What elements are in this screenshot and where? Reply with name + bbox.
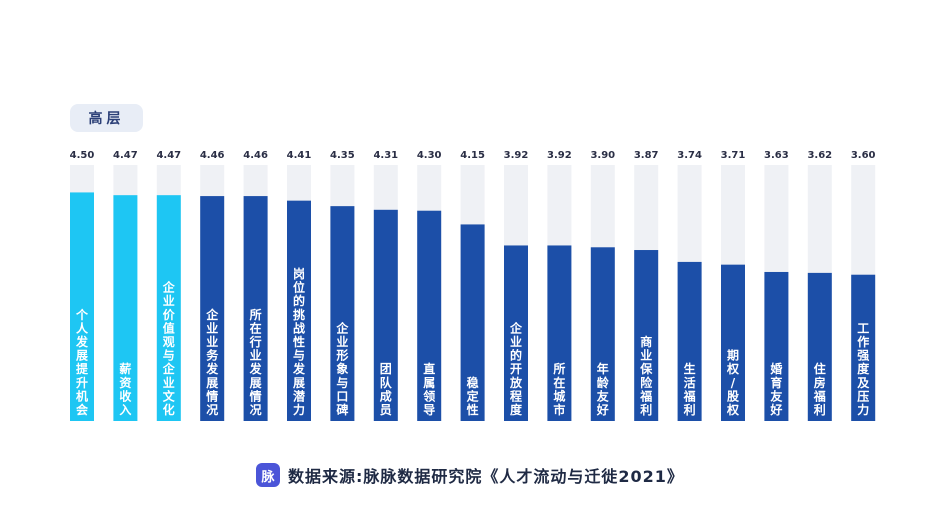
bar — [460, 224, 485, 421]
value-label: 3.62 — [807, 150, 832, 161]
bar — [417, 210, 442, 421]
bar — [764, 271, 789, 421]
value-label: 3.71 — [721, 150, 746, 161]
category-label: 年龄友好 — [596, 361, 610, 417]
category-label: 企业业务发展情况 — [205, 307, 219, 417]
category-label: 生活福利 — [683, 361, 696, 417]
value-label: 4.46 — [243, 150, 268, 161]
value-label: 4.41 — [287, 150, 312, 161]
bar — [590, 247, 615, 421]
value-label: 4.50 — [70, 150, 95, 161]
value-label: 3.92 — [547, 150, 572, 161]
category-label: 婚育友好 — [769, 361, 782, 417]
bar — [634, 250, 659, 421]
bar — [677, 261, 702, 421]
category-label: 工作强度及压力 — [857, 321, 870, 417]
value-label: 3.87 — [634, 150, 659, 161]
value-label: 3.74 — [677, 150, 702, 161]
category-label: 企业价值观与企业文化 — [162, 280, 176, 417]
value-label: 4.15 — [460, 150, 485, 161]
category-label: 企业的开放程度 — [509, 320, 523, 417]
category-label: 商业保险福利 — [639, 334, 653, 417]
bar — [851, 274, 876, 421]
category-label: 团队成员 — [380, 362, 393, 417]
source-text: 数据来源:脉脉数据研究院《人才流动与迁徙2021》 — [288, 467, 684, 486]
category-label: 所在城市 — [553, 361, 565, 417]
value-label: 3.63 — [764, 150, 789, 161]
category-label: 企业形象与口碑 — [335, 320, 349, 417]
value-label: 4.47 — [156, 150, 181, 161]
bar — [156, 195, 181, 421]
bar — [721, 264, 745, 421]
value-label: 4.46 — [200, 150, 225, 161]
bar — [807, 272, 832, 421]
value-label: 3.90 — [590, 150, 615, 161]
category-label: 直属领导 — [423, 361, 435, 417]
bar — [70, 192, 94, 421]
value-label: 3.92 — [504, 150, 529, 161]
bar — [243, 196, 268, 421]
category-label: 个人发展提升机会 — [75, 307, 89, 417]
bar — [200, 196, 225, 421]
category-label: 期权/股权 — [726, 348, 740, 417]
maimai-logo-icon: 脉 — [256, 463, 280, 487]
value-label: 4.31 — [373, 150, 398, 161]
bar — [373, 209, 398, 421]
category-label: 岗位的挑战性与发展潜力 — [292, 267, 306, 417]
value-label: 3.60 — [851, 150, 876, 161]
bar — [113, 195, 138, 421]
bar — [547, 245, 572, 421]
value-label: 4.30 — [417, 150, 442, 161]
bar — [330, 206, 355, 421]
category-label: 所在行业发展情况 — [249, 307, 263, 417]
category-label: 住房福利 — [813, 361, 826, 417]
category-tag: 高层 — [70, 104, 143, 132]
value-label: 4.35 — [330, 150, 355, 161]
category-label: 稳定性 — [466, 375, 479, 417]
value-label: 4.47 — [113, 150, 138, 161]
bar — [287, 200, 311, 421]
bar-chart: 4.50 个人发展提升机会 4.47 薪资收入 4.47 企业价值观与企业文化 4.46 企业… — [70, 150, 876, 421]
source-note: 脉 数据来源:脉脉数据研究院《人才流动与迁徙2021》 — [256, 461, 684, 489]
category-label: 薪资收入 — [119, 361, 131, 417]
bar — [504, 245, 528, 421]
